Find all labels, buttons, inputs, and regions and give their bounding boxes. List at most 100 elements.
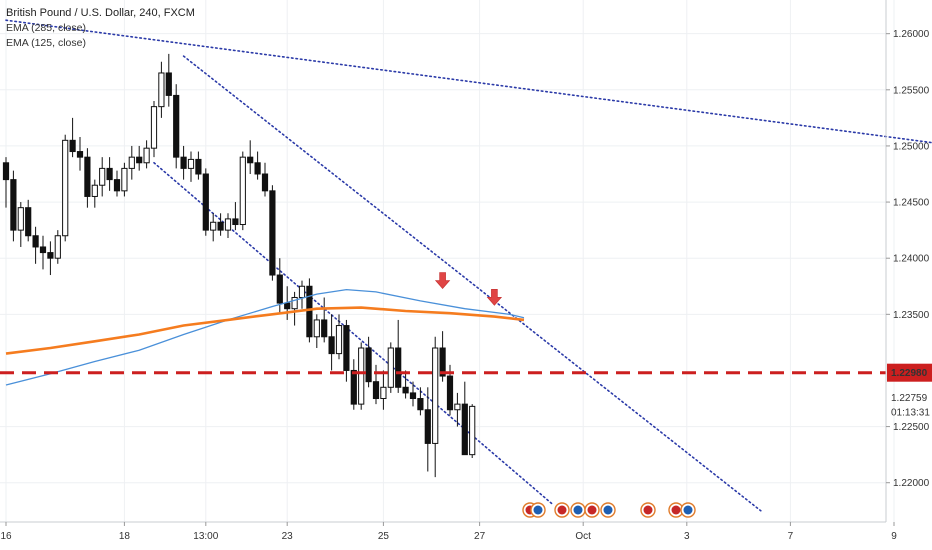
candle-body bbox=[461, 403, 468, 456]
candle-body bbox=[372, 381, 380, 400]
event-flag-fill bbox=[587, 505, 597, 515]
ema-285-line bbox=[5, 288, 525, 386]
candle-body bbox=[113, 179, 121, 192]
candle-body bbox=[180, 156, 187, 169]
grid-lines bbox=[0, 0, 895, 522]
candle-body bbox=[32, 235, 39, 248]
candle-body bbox=[217, 221, 224, 231]
event-flag-icon[interactable] bbox=[668, 502, 684, 518]
candle-body bbox=[224, 218, 232, 231]
time-tick-label: 7 bbox=[788, 531, 794, 542]
candle-body bbox=[284, 302, 291, 310]
candle-body bbox=[298, 285, 306, 298]
candle-body bbox=[350, 369, 357, 405]
candle-body bbox=[2, 162, 10, 181]
candle-body bbox=[106, 167, 113, 181]
time-tick-label: 9 bbox=[891, 531, 897, 542]
candle-body bbox=[439, 347, 446, 377]
price-axis[interactable]: 1.26000 1.25500 1.25000 1.24500 1.24000 1.235… bbox=[885, 0, 932, 522]
event-flag-icon[interactable] bbox=[680, 502, 696, 518]
candle-body bbox=[313, 319, 320, 338]
economic-events[interactable] bbox=[522, 502, 696, 518]
chart-legend: British Pound / U.S. Dollar, 240, FXCM E… bbox=[6, 6, 195, 51]
trendline[interactable] bbox=[182, 55, 762, 512]
trendlines[interactable] bbox=[5, 19, 932, 512]
event-flag-icon[interactable] bbox=[530, 502, 546, 518]
candle-body bbox=[424, 409, 431, 444]
candle-body bbox=[232, 218, 239, 226]
price-tick-label: 1.25000 bbox=[893, 141, 930, 152]
event-flag-icon[interactable] bbox=[554, 502, 570, 518]
candle-body bbox=[39, 246, 47, 254]
time-tick-label: 25 bbox=[378, 531, 390, 542]
candle-body bbox=[69, 139, 76, 153]
arrow-markers bbox=[434, 272, 503, 306]
time-tick-label: 27 bbox=[474, 531, 486, 542]
time-tick-label: 18 bbox=[119, 531, 131, 542]
candle-body bbox=[210, 221, 217, 231]
candle-body bbox=[402, 386, 409, 394]
candle-body bbox=[25, 207, 32, 237]
candle-body bbox=[187, 158, 195, 169]
event-flag-icon[interactable] bbox=[600, 502, 616, 518]
event-flag-fill bbox=[643, 505, 653, 515]
candle-body bbox=[202, 173, 209, 231]
candle-body bbox=[150, 106, 158, 149]
candle-body bbox=[247, 156, 254, 164]
candle-body bbox=[291, 296, 298, 310]
candle-body bbox=[17, 207, 24, 231]
horizontal-level-badge[interactable] bbox=[887, 363, 932, 382]
candle-body bbox=[365, 347, 372, 383]
candle-body bbox=[269, 190, 276, 276]
candle-body bbox=[254, 162, 261, 175]
candle-body bbox=[136, 156, 143, 164]
candle-body bbox=[343, 325, 350, 371]
time-tick-label: 3 bbox=[684, 531, 690, 542]
ema-125-line bbox=[5, 306, 525, 355]
price-tick-label: 1.24000 bbox=[893, 254, 930, 265]
down-arrow-icon bbox=[434, 272, 451, 289]
ema-285-label[interactable]: EMA (285, close) bbox=[6, 22, 86, 34]
candle-body bbox=[446, 375, 454, 411]
event-flag-fill bbox=[533, 505, 543, 515]
candle-body bbox=[91, 184, 98, 197]
candle-body bbox=[321, 319, 328, 338]
candle-body bbox=[143, 147, 150, 164]
candle-body bbox=[54, 235, 61, 259]
candle-body bbox=[454, 403, 461, 411]
candle-body bbox=[358, 347, 365, 405]
candle-body bbox=[380, 386, 387, 400]
event-flag-icon[interactable] bbox=[640, 502, 656, 518]
trendline[interactable] bbox=[153, 161, 555, 506]
price-tick-label: 1.25500 bbox=[893, 85, 930, 96]
candle-body bbox=[121, 167, 128, 192]
chart-title: British Pound / U.S. Dollar, 240, FXCM bbox=[6, 7, 195, 19]
event-flag-icon[interactable] bbox=[584, 502, 600, 518]
ema-lines bbox=[5, 288, 525, 386]
candle-body bbox=[195, 158, 202, 175]
event-flag-fill bbox=[573, 505, 583, 515]
candle-body bbox=[328, 336, 335, 355]
ema-125-label[interactable]: EMA (125, close) bbox=[6, 37, 86, 49]
price-tick-label: 1.23500 bbox=[893, 310, 930, 321]
event-flag-fill bbox=[671, 505, 681, 515]
down-arrow-icon bbox=[486, 289, 503, 306]
candle-body bbox=[47, 252, 54, 259]
candle-body bbox=[261, 173, 269, 192]
candle-body bbox=[76, 151, 84, 158]
candle-body bbox=[158, 72, 165, 108]
candle-body bbox=[239, 156, 246, 226]
trendline[interactable] bbox=[5, 19, 932, 165]
price-tick-label: 1.24500 bbox=[893, 198, 930, 209]
candle-body bbox=[417, 398, 424, 411]
event-flag-icon[interactable] bbox=[570, 502, 586, 518]
candle-body bbox=[84, 156, 91, 197]
event-flag-fill bbox=[557, 505, 567, 515]
time-tick-label: 13:00 bbox=[193, 531, 218, 542]
candle-body bbox=[165, 72, 172, 96]
countdown-label: 01:13:31 bbox=[891, 408, 930, 419]
time-tick-label: Oct bbox=[575, 531, 591, 542]
price-tick-label: 1.26000 bbox=[893, 29, 930, 40]
